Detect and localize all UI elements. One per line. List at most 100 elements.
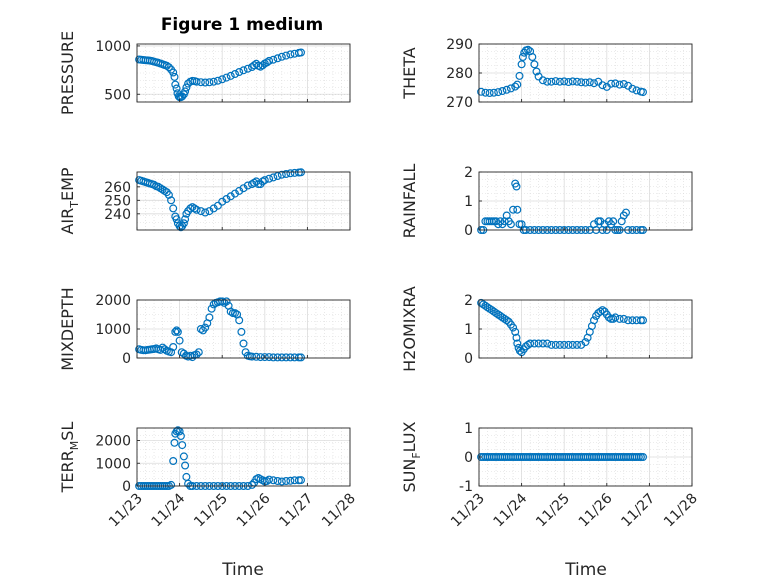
data-point <box>256 353 265 362</box>
data-point <box>282 353 291 362</box>
data-point <box>260 176 269 185</box>
y-axis-label: SUNFLUX <box>400 421 423 492</box>
data-point <box>286 476 295 485</box>
data-point <box>196 325 205 334</box>
data-point <box>269 476 278 485</box>
data-markers <box>135 48 306 102</box>
data-point <box>173 327 182 336</box>
data-point <box>282 170 291 179</box>
data-point <box>564 77 573 86</box>
data-point <box>572 340 581 349</box>
data-point <box>209 77 218 86</box>
subplot-2: 270 280 290 THETA <box>400 37 693 111</box>
data-point <box>169 457 178 466</box>
data-point <box>628 84 637 93</box>
data-point <box>477 87 486 96</box>
data-point <box>560 77 569 86</box>
data-point <box>226 307 235 316</box>
figure-title: Figure 1 medium <box>161 15 323 35</box>
data-point <box>628 316 637 325</box>
data-point <box>243 64 252 73</box>
data-point <box>265 56 274 65</box>
data-point <box>282 51 291 60</box>
data-point <box>222 195 231 204</box>
data-point <box>209 204 218 213</box>
data-point <box>506 84 515 93</box>
y-tick-label: 1000 <box>95 39 131 55</box>
data-point <box>213 201 222 210</box>
data-point <box>190 204 199 213</box>
data-point <box>611 313 620 322</box>
data-point <box>273 172 282 181</box>
data-point <box>196 78 205 87</box>
y-tick-label: 2 <box>464 165 473 181</box>
data-point <box>252 352 261 361</box>
y-tick-label: 2000 <box>95 293 131 309</box>
subplot-4: 0 1 2 RAINFALL <box>400 164 693 239</box>
data-point <box>534 339 543 348</box>
y-tick-label: 290 <box>446 37 473 53</box>
data-point <box>589 316 598 325</box>
data-point <box>489 88 498 97</box>
data-point <box>248 352 257 361</box>
y-axis-label: TERRMSL <box>58 422 81 494</box>
data-point <box>184 479 193 488</box>
y-tick-label: 0 <box>464 351 473 367</box>
data-point <box>181 461 190 470</box>
data-point <box>164 63 173 72</box>
data-point <box>154 182 163 191</box>
data-point <box>543 339 552 348</box>
data-point <box>172 84 181 93</box>
data-point <box>218 297 227 306</box>
data-point <box>581 78 590 87</box>
y-axis-label: AIRTEMP <box>58 167 81 234</box>
data-point <box>205 78 214 87</box>
data-point <box>638 453 647 462</box>
data-point <box>179 219 188 228</box>
y-axis-label: PRESSURE <box>58 31 77 115</box>
data-point <box>511 82 520 91</box>
data-point <box>196 207 205 216</box>
data-point <box>167 196 176 205</box>
axes-box <box>136 171 351 231</box>
data-point <box>560 340 569 349</box>
data-point <box>260 353 269 362</box>
data-point <box>523 45 532 54</box>
data-point <box>506 220 515 229</box>
subplot-1: 500 1000 PRESSURE <box>58 31 351 115</box>
data-point <box>273 353 282 362</box>
data-point <box>172 326 181 335</box>
data-point <box>239 184 248 193</box>
data-point <box>564 340 573 349</box>
data-point <box>205 313 214 322</box>
data-point <box>192 205 201 214</box>
data-point <box>530 339 539 348</box>
data-point <box>239 66 248 75</box>
data-point <box>181 215 190 224</box>
data-point <box>515 71 524 80</box>
data-point <box>547 340 556 349</box>
y-axis-label: RAINFALL <box>400 164 419 239</box>
data-point <box>273 54 282 63</box>
data-point <box>269 353 278 362</box>
y-tick-label: 260 <box>104 180 131 196</box>
x-axis-label-right: Time <box>564 560 607 580</box>
data-point <box>231 189 240 198</box>
data-point <box>265 353 274 362</box>
data-point <box>286 353 295 362</box>
data-point <box>515 346 524 355</box>
y-tick-label: 0 <box>464 450 473 466</box>
data-point <box>201 208 210 217</box>
data-point <box>207 304 216 313</box>
y-tick-label: 1 <box>464 421 473 437</box>
data-point <box>167 480 176 489</box>
y-axis-label: MIXDEPTH <box>58 287 77 370</box>
y-tick-label: 2 <box>464 293 473 309</box>
data-point <box>494 88 503 97</box>
data-point <box>222 297 231 306</box>
data-point <box>172 215 181 224</box>
axes-box <box>136 43 351 103</box>
data-point <box>513 339 522 348</box>
